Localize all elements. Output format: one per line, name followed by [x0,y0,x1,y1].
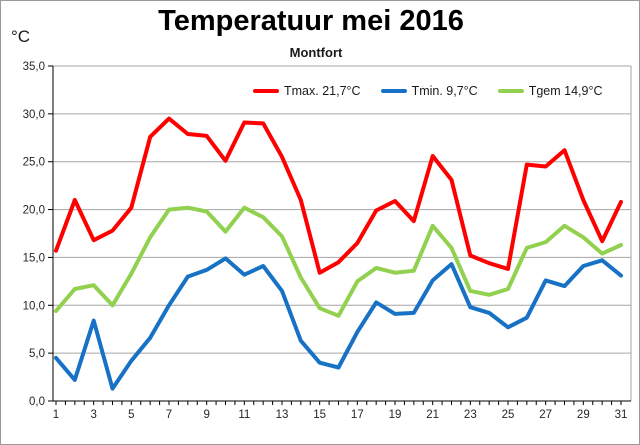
y-tick-label: 10,0 [23,300,45,312]
y-tick-label: 20,0 [23,205,45,217]
x-tick-label: 13 [276,409,289,421]
x-tick-label: 5 [128,409,134,421]
tmax-legend-label: Tmax. 21,7°C [284,84,361,98]
tmin-legend-label: Tmin. 9,7°C [411,84,478,98]
x-tick-label: 25 [502,409,515,421]
tmin-line-swatch [380,89,407,93]
y-tick-label: 5,0 [29,348,45,360]
series-line-tmin [54,256,623,391]
series-line-tmax [54,116,623,275]
x-tick-label: 27 [539,409,552,421]
y-tick-label: 30,0 [23,109,45,121]
x-tick-label: 19 [389,409,402,421]
tgem-line-swatch [497,89,524,93]
tmax-line-swatch [253,89,279,93]
series-line-tgem [54,205,623,318]
x-tick-label: 11 [238,409,250,421]
x-tick-label: 17 [351,409,364,421]
legend: Tmax. 21,7°C Tmin. 9,7°C Tgem 14,9°C [253,84,602,98]
chart-subtitle: Montfort [289,45,343,60]
y-tick-label: 35,0 [23,61,45,73]
tgem-legend-label: Tgem 14,9°C [528,84,603,98]
x-tick-label: 21 [426,409,439,421]
y-tick-label: 25,0 [23,157,45,169]
x-tick-label: 15 [313,409,326,421]
x-tick-label: 9 [203,409,209,421]
chart-title: Temperatuur mei 2016 [158,5,464,37]
x-tick-label: 3 [90,409,96,421]
x-tick-label: 29 [577,409,590,421]
legend-item-tgem: Tgem 14,9°C [497,84,603,98]
y-tick-label: 0,0 [29,396,45,408]
y-axis-unit-label: °C [11,27,31,46]
x-tick-label: 1 [53,409,59,421]
legend-item-tmin: Tmin. 9,7°C [380,84,478,98]
x-tick-label: 31 [615,409,628,421]
y-tick-label: 15,0 [23,252,45,264]
legend-item-tmax: Tmax. 21,7°C [253,84,361,98]
x-tick-label: 7 [166,409,172,421]
x-tick-label: 23 [464,409,477,421]
